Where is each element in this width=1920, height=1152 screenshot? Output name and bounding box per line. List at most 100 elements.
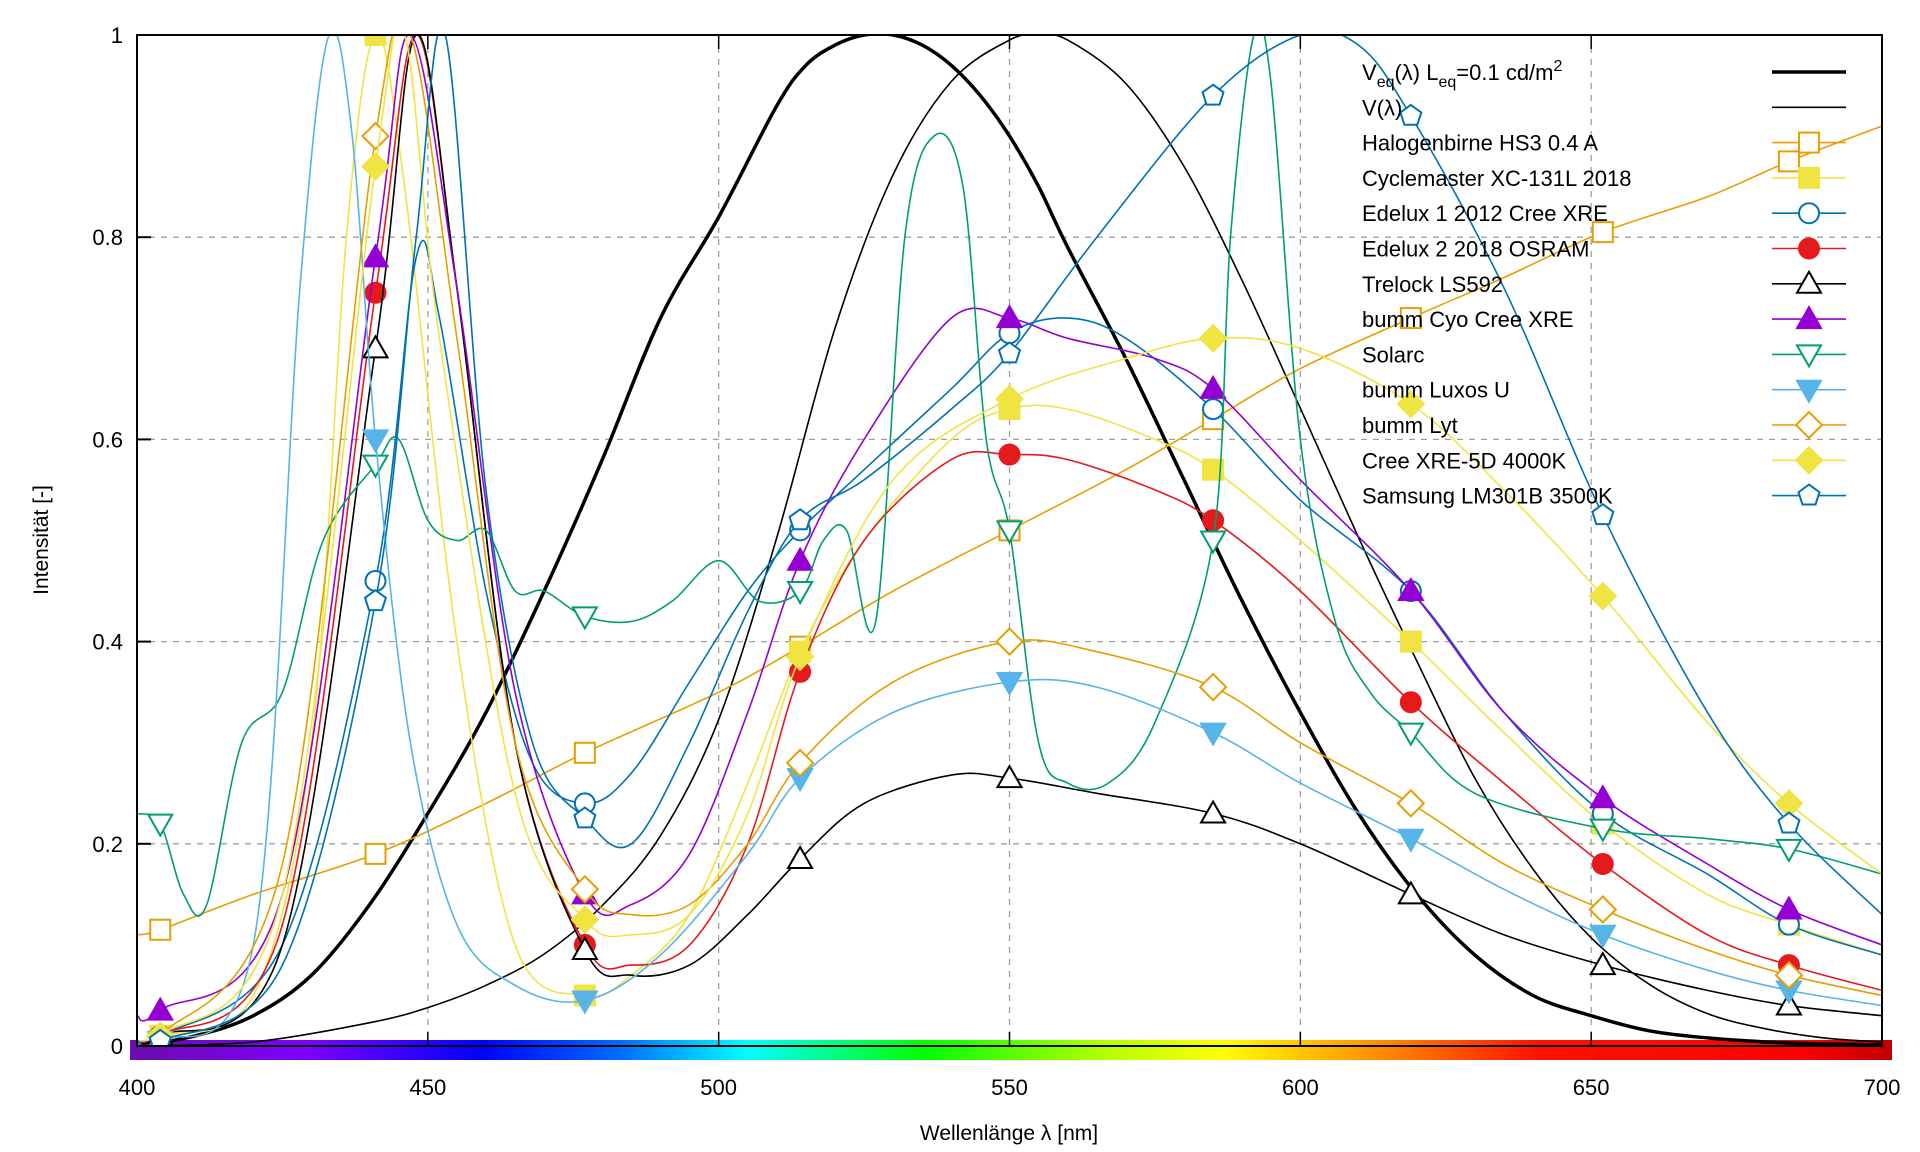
data-point xyxy=(573,806,597,829)
data-point xyxy=(1775,838,1803,863)
data-point xyxy=(1396,389,1426,419)
data-point xyxy=(1589,818,1617,843)
y-tick-label: 0.2 xyxy=(92,832,123,857)
data-point xyxy=(1202,509,1225,532)
x-tick-label: 650 xyxy=(1573,1075,1610,1100)
data-point xyxy=(1199,799,1227,824)
legend-marker xyxy=(1797,483,1821,506)
data-point xyxy=(1199,530,1227,555)
series-line xyxy=(137,35,1882,1046)
data-point xyxy=(570,874,600,904)
data-point xyxy=(1202,458,1225,481)
series-line xyxy=(137,35,1882,1046)
data-point xyxy=(1589,924,1617,949)
legend-label: Halogenbirne HS3 0.4 A xyxy=(1362,131,1598,156)
data-point xyxy=(1198,672,1228,702)
legend-label: Trelock LS592 xyxy=(1362,272,1503,297)
data-point xyxy=(995,672,1024,697)
data-point xyxy=(361,334,390,359)
series-line xyxy=(137,35,1882,1046)
legend-label: bumm Cyo Cree XRE xyxy=(1362,307,1574,332)
legend-label: Cree XRE-5D 4000K xyxy=(1362,448,1567,473)
legend-marker xyxy=(1798,237,1820,260)
legend-label: Edelux 2 2018 OSRAM xyxy=(1362,237,1589,262)
data-point xyxy=(146,813,174,838)
x-tick-label: 450 xyxy=(409,1075,446,1100)
series-line xyxy=(137,35,1882,1022)
spectrum-color-bar xyxy=(130,1040,1892,1060)
data-point xyxy=(995,520,1024,545)
legend-label: bumm Luxos U xyxy=(1362,378,1510,403)
data-point xyxy=(364,35,387,46)
legend-label: V(λ) xyxy=(1362,95,1402,120)
data-point xyxy=(785,748,815,778)
data-point xyxy=(1591,502,1615,526)
legend-marker xyxy=(1795,344,1823,369)
legend-marker xyxy=(1798,202,1820,225)
legend-label: Samsung LM301B 3500K xyxy=(1362,484,1613,509)
data-point xyxy=(361,429,390,454)
data-point xyxy=(364,569,387,592)
data-point xyxy=(1588,895,1618,924)
data-point xyxy=(1198,323,1228,353)
x-tick-label: 550 xyxy=(991,1075,1028,1100)
x-tick-label: 600 xyxy=(1282,1075,1319,1100)
y-tick-label: 0.4 xyxy=(92,630,123,655)
data-point xyxy=(1399,307,1422,330)
series-1 xyxy=(137,35,1882,1046)
legend-marker xyxy=(1794,410,1824,440)
series-line xyxy=(137,35,1882,1046)
data-point xyxy=(363,588,388,612)
data-point xyxy=(1397,722,1425,747)
series-line xyxy=(137,35,1882,1046)
series-line xyxy=(137,35,1882,917)
y-tick-label: 1 xyxy=(111,23,123,48)
data-point xyxy=(788,508,812,531)
data-point xyxy=(995,627,1024,657)
series-line xyxy=(137,35,1882,1042)
grid-lines xyxy=(137,35,1882,1046)
data-point xyxy=(785,642,815,672)
legend-marker xyxy=(1795,305,1823,330)
data-point xyxy=(573,741,596,764)
series-7 xyxy=(137,35,1882,1022)
data-point xyxy=(998,443,1021,466)
data-point xyxy=(1399,630,1422,653)
data-point xyxy=(1202,398,1225,421)
data-point xyxy=(1775,895,1803,920)
data-point xyxy=(361,243,390,268)
data-point xyxy=(1201,83,1225,106)
data-point xyxy=(995,764,1024,789)
data-point xyxy=(571,990,599,1015)
axes: 400 450 500 550 600 650 700 0 0.2 0.4 0.6 0.8 1 xyxy=(92,23,1900,1100)
data-point xyxy=(1397,828,1425,853)
series-line xyxy=(137,35,1882,1046)
data-point xyxy=(786,581,814,606)
data-point xyxy=(1774,960,1804,990)
series-0 xyxy=(137,35,1882,1046)
legend-marker xyxy=(1798,131,1820,154)
legend: Veq(λ) Leq=0.1 cd/m2 V(λ) Halogenbirne HS3… xyxy=(1362,58,1846,509)
data-point xyxy=(997,341,1022,364)
legend-marker xyxy=(1798,166,1820,189)
data-point xyxy=(148,1028,172,1046)
data-point xyxy=(361,454,390,479)
y-tick-label: 0.8 xyxy=(92,225,123,250)
legend-label: Veq(λ) Leq=0.1 cd/m2 xyxy=(1362,58,1563,91)
data-point xyxy=(1589,784,1617,809)
data-point xyxy=(1199,374,1227,399)
data-point xyxy=(571,935,599,960)
y-tick-label: 0.6 xyxy=(92,427,123,452)
x-tick-label: 500 xyxy=(700,1075,737,1100)
data-point xyxy=(364,842,387,865)
data-point xyxy=(1591,221,1614,244)
data-point xyxy=(1397,880,1425,905)
data-point xyxy=(1591,853,1614,876)
data-point xyxy=(786,844,814,869)
data-point xyxy=(1399,691,1422,714)
series-line xyxy=(137,35,1882,1046)
data-point xyxy=(1589,951,1617,976)
y-tick-label: 0 xyxy=(111,1034,123,1059)
data-point xyxy=(570,905,600,935)
data-point xyxy=(1399,103,1423,126)
